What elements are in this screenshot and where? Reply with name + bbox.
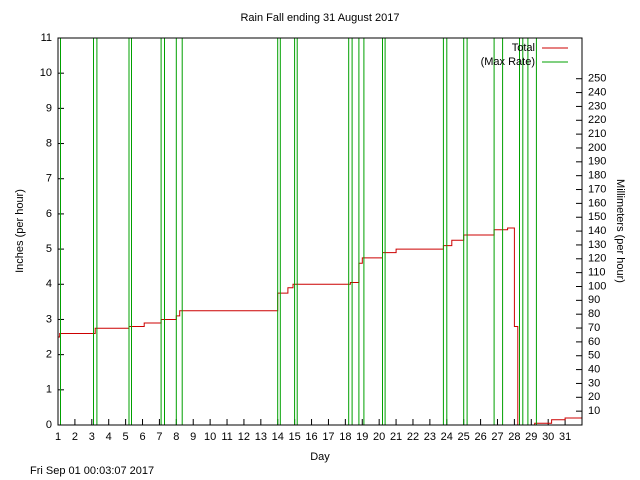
x-tick-label: 16 (305, 431, 317, 443)
x-tick-label: 11 (221, 431, 232, 443)
x-tick-label: 12 (238, 431, 250, 443)
y2-tick-label: 20 (588, 391, 600, 403)
x-tick-label: 5 (123, 431, 129, 443)
x-tick-label: 26 (474, 431, 486, 443)
timestamp: Fri Sep 01 00:03:07 2017 (30, 465, 154, 477)
y-tick-label: 0 (46, 419, 52, 431)
x-tick-label: 27 (491, 431, 503, 443)
y2-tick-label: 240 (588, 86, 606, 98)
y-tick-label: 9 (46, 102, 52, 114)
y-axis-label: Inches (per hour) (14, 189, 26, 273)
x-tick-label: 10 (204, 431, 216, 443)
y2-tick-label: 230 (588, 100, 606, 112)
x-tick-label: 14 (272, 431, 284, 443)
y-tick-label: 3 (46, 313, 52, 325)
x-tick-label: 2 (72, 431, 78, 443)
y2-tick-label: 40 (588, 364, 600, 376)
x-tick-label: 29 (525, 431, 537, 443)
y2-tick-label: 200 (588, 142, 606, 154)
plot-frame (57, 37, 583, 426)
x-tick-label: 7 (156, 431, 162, 443)
x-tick-label: 23 (424, 431, 436, 443)
y-tick-label: 4 (46, 278, 52, 290)
x-tick-label: 31 (559, 431, 571, 443)
x-tick-label: 20 (373, 431, 385, 443)
y2-tick-label: 120 (588, 253, 606, 265)
series-line (58, 227, 582, 425)
y2-tick-label: 170 (588, 183, 606, 195)
x-tick-label: 19 (356, 431, 368, 443)
legend-label: Total (512, 42, 535, 54)
y2-tick-label: 190 (588, 156, 606, 168)
x-tick-label: 24 (441, 431, 453, 443)
x-tick-label: 30 (542, 431, 554, 443)
y-tick-label: 11 (41, 32, 52, 44)
x-tick-label: 4 (106, 431, 112, 443)
y2-axis-label: Millimeters (per hour) (614, 179, 626, 283)
y2-tick-label: 250 (588, 73, 606, 85)
y2-tick-label: 150 (588, 211, 606, 223)
y2-tick-label: 180 (588, 170, 606, 182)
y2-tick-label: 210 (588, 128, 606, 140)
legend-label: (Max Rate) (481, 56, 535, 68)
y2-tick-label: 10 (588, 405, 600, 417)
y2-tick-label: 30 (588, 377, 600, 389)
y2-tick-label: 60 (588, 336, 600, 348)
x-tick-label: 21 (390, 431, 402, 443)
y-tick-label: 7 (46, 173, 52, 185)
x-tick-label: 25 (458, 431, 470, 443)
x-tick-label: 22 (407, 431, 419, 443)
y-tick-label: 2 (46, 349, 52, 361)
x-tick-label: 13 (255, 431, 267, 443)
y2-tick-label: 80 (588, 308, 600, 320)
y-tick-label: 1 (46, 384, 52, 396)
y-tick-label: 8 (46, 137, 52, 149)
chart-title: Rain Fall ending 31 August 2017 (240, 12, 399, 24)
y2-tick-label: 90 (588, 294, 600, 306)
y2-tick-label: 100 (588, 280, 606, 292)
x-tick-label: 9 (190, 431, 196, 443)
x-axis-label: Day (310, 451, 330, 463)
y2-tick-label: 130 (588, 239, 606, 251)
x-tick-label: 28 (508, 431, 520, 443)
y2-tick-label: 110 (588, 267, 606, 279)
y-tick-label: 10 (40, 67, 52, 79)
y-tick-label: 6 (46, 208, 52, 220)
x-tick-label: 15 (289, 431, 301, 443)
y2-tick-label: 220 (588, 114, 606, 126)
x-tick-label: 6 (139, 431, 145, 443)
x-tick-label: 1 (55, 431, 61, 443)
x-tick-label: 17 (322, 431, 334, 443)
y2-tick-label: 50 (588, 350, 600, 362)
y2-tick-label: 140 (588, 225, 606, 237)
y-tick-label: 5 (46, 243, 52, 255)
y2-tick-label: 70 (588, 322, 600, 334)
y2-tick-label: 160 (588, 197, 606, 209)
x-tick-label: 18 (339, 431, 351, 443)
x-tick-label: 8 (173, 431, 179, 443)
plot-area (58, 38, 582, 425)
x-tick-label: 3 (89, 431, 95, 443)
